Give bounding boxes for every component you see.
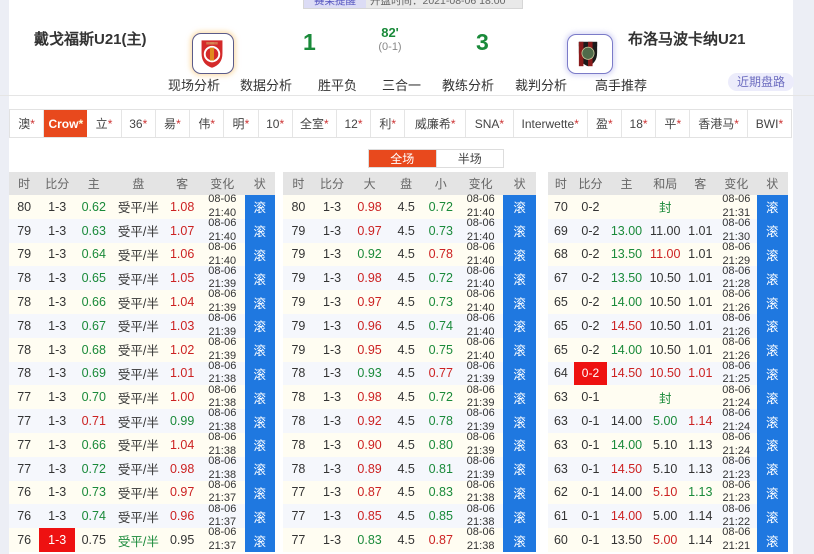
svg-text:IIIIIIIIII: IIIIIIIIII [206, 40, 217, 45]
